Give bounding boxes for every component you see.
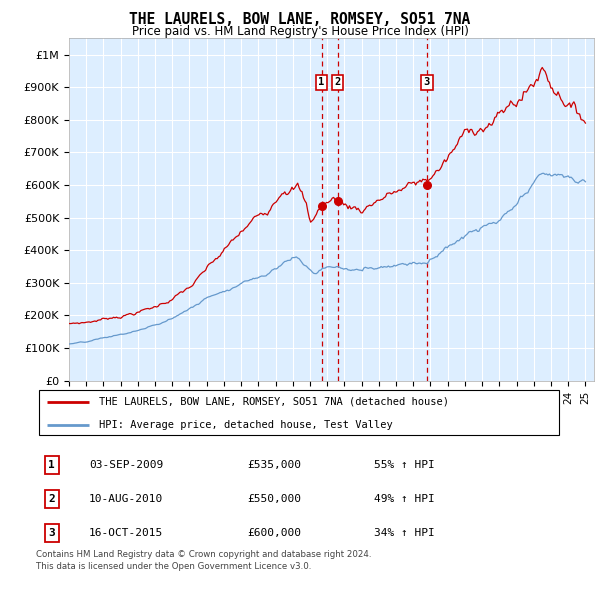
Text: THE LAURELS, BOW LANE, ROMSEY, SO51 7NA (detached house): THE LAURELS, BOW LANE, ROMSEY, SO51 7NA …	[100, 396, 449, 407]
Text: Price paid vs. HM Land Registry's House Price Index (HPI): Price paid vs. HM Land Registry's House …	[131, 25, 469, 38]
FancyBboxPatch shape	[38, 390, 559, 435]
Text: 2: 2	[335, 77, 341, 87]
Text: £550,000: £550,000	[247, 494, 301, 504]
Text: 1: 1	[319, 77, 325, 87]
Text: £600,000: £600,000	[247, 529, 301, 538]
Text: 16-OCT-2015: 16-OCT-2015	[89, 529, 163, 538]
Text: Contains HM Land Registry data © Crown copyright and database right 2024.: Contains HM Land Registry data © Crown c…	[36, 550, 371, 559]
Text: 3: 3	[49, 529, 55, 538]
Text: HPI: Average price, detached house, Test Valley: HPI: Average price, detached house, Test…	[100, 420, 393, 430]
Text: 1: 1	[49, 460, 55, 470]
Text: 55% ↑ HPI: 55% ↑ HPI	[374, 460, 434, 470]
Text: 34% ↑ HPI: 34% ↑ HPI	[374, 529, 434, 538]
Text: 10-AUG-2010: 10-AUG-2010	[89, 494, 163, 504]
Text: 2: 2	[49, 494, 55, 504]
Text: 3: 3	[424, 77, 430, 87]
Text: THE LAURELS, BOW LANE, ROMSEY, SO51 7NA: THE LAURELS, BOW LANE, ROMSEY, SO51 7NA	[130, 12, 470, 27]
Text: 49% ↑ HPI: 49% ↑ HPI	[374, 494, 434, 504]
Text: 03-SEP-2009: 03-SEP-2009	[89, 460, 163, 470]
Text: This data is licensed under the Open Government Licence v3.0.: This data is licensed under the Open Gov…	[36, 562, 311, 571]
Text: £535,000: £535,000	[247, 460, 301, 470]
